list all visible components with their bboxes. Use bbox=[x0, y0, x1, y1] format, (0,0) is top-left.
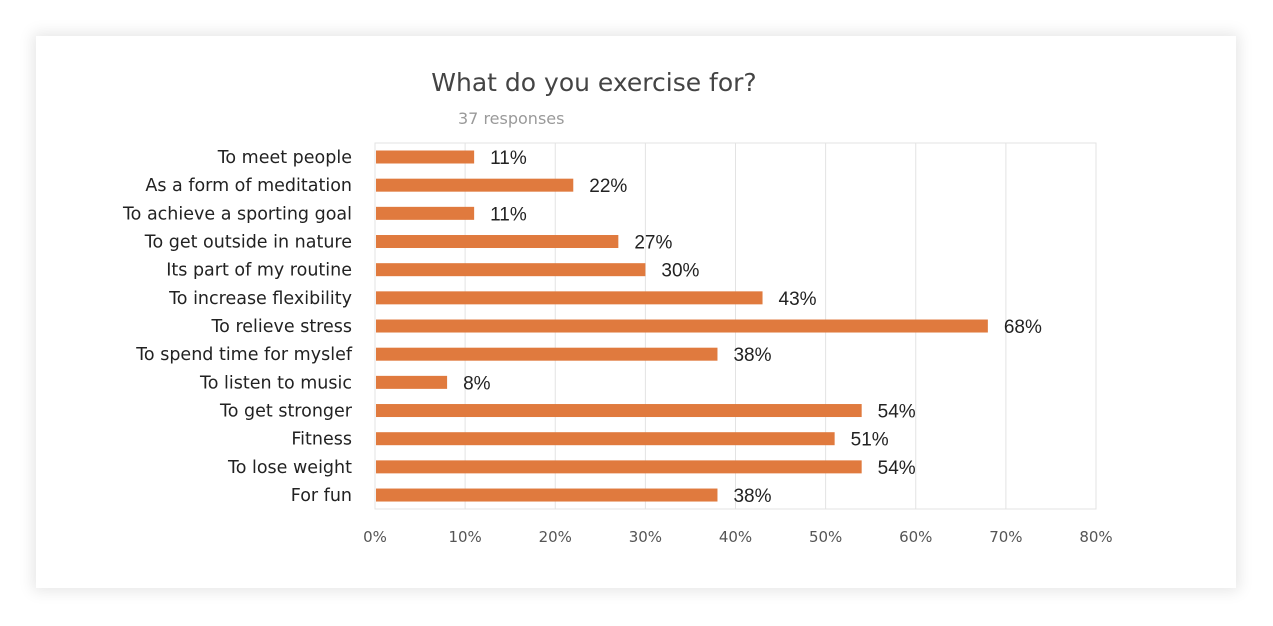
bar bbox=[376, 150, 475, 164]
chart-subtitle: 37 responses bbox=[458, 109, 565, 128]
data-label: 22% bbox=[589, 176, 627, 197]
x-tick-label: 40% bbox=[719, 528, 752, 546]
category-label: To listen to music bbox=[199, 373, 352, 393]
x-tick-label: 60% bbox=[899, 528, 932, 546]
category-label: To increase flexibility bbox=[168, 289, 352, 309]
data-label: 27% bbox=[634, 233, 672, 254]
category-label: To achieve a sporting goal bbox=[122, 204, 352, 224]
category-label: To relieve stress bbox=[210, 317, 352, 337]
bar bbox=[376, 375, 448, 389]
category-label: To get stronger bbox=[219, 402, 353, 422]
category-label: To meet people bbox=[217, 148, 352, 168]
category-label: Fitness bbox=[291, 430, 352, 450]
category-label: As a form of meditation bbox=[145, 176, 352, 196]
data-label: 54% bbox=[878, 458, 916, 479]
bar bbox=[376, 206, 475, 220]
bar bbox=[376, 178, 574, 192]
value-labels: 11% 22% 11% 27% 30% 43% 68% 38% 8% 54% 51% 54% 38% bbox=[463, 148, 1042, 507]
bars bbox=[376, 150, 988, 502]
data-label: 30% bbox=[661, 261, 699, 282]
category-label: To spend time for myslef bbox=[135, 345, 353, 365]
x-tick-label: 30% bbox=[629, 528, 662, 546]
bar bbox=[376, 263, 646, 277]
bar bbox=[376, 235, 619, 249]
bar bbox=[376, 404, 862, 418]
bar bbox=[376, 347, 718, 361]
category-label: For fun bbox=[291, 486, 352, 506]
category-labels: To meet people As a form of meditation To … bbox=[122, 148, 353, 506]
bar bbox=[376, 460, 862, 474]
x-tick-label: 20% bbox=[539, 528, 572, 546]
data-label: 68% bbox=[1004, 317, 1042, 338]
category-label: To lose weight bbox=[227, 458, 352, 478]
bar bbox=[376, 432, 835, 446]
data-label: 11% bbox=[490, 204, 527, 225]
x-axis-ticks: 0% 10% 20% 30% 40% 50% 60% 70% 80% bbox=[363, 528, 1113, 546]
chart-title: What do you exercise for? bbox=[431, 68, 757, 97]
data-label: 51% bbox=[851, 430, 889, 451]
bar bbox=[376, 319, 988, 333]
data-label: 43% bbox=[779, 289, 817, 310]
data-label: 8% bbox=[463, 373, 491, 394]
bar bbox=[376, 291, 763, 305]
bar bbox=[376, 488, 718, 502]
x-tick-label: 0% bbox=[363, 528, 387, 546]
x-tick-label: 80% bbox=[1079, 528, 1112, 546]
data-label: 38% bbox=[733, 345, 771, 366]
data-label: 54% bbox=[878, 402, 916, 423]
data-label: 38% bbox=[733, 486, 771, 507]
category-label: Its part of my routine bbox=[166, 261, 352, 281]
x-tick-label: 50% bbox=[809, 528, 842, 546]
category-label: To get outside in nature bbox=[144, 233, 352, 253]
data-label: 11% bbox=[490, 148, 527, 169]
x-tick-label: 70% bbox=[989, 528, 1022, 546]
x-tick-label: 10% bbox=[448, 528, 481, 546]
